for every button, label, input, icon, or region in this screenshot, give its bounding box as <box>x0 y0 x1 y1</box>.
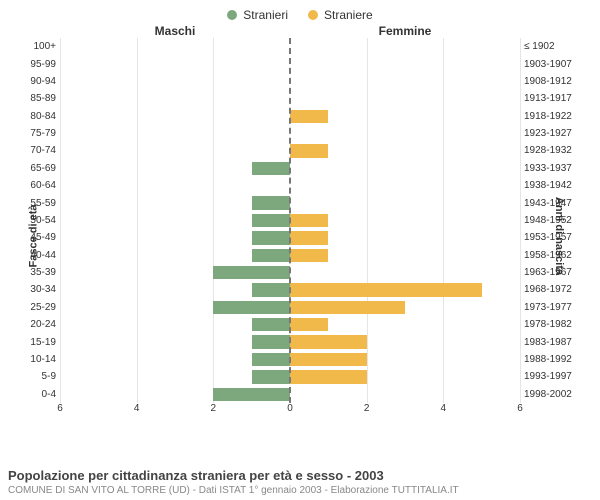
birth-label: 1983-1987 <box>524 337 586 348</box>
age-label: 100+ <box>12 41 56 52</box>
age-label: 25-29 <box>12 302 56 313</box>
male-bar <box>252 214 290 227</box>
birth-label: 1938-1942 <box>524 180 586 191</box>
male-bar <box>252 162 290 175</box>
female-bar <box>290 370 367 383</box>
birth-label: 1968-1972 <box>524 284 586 295</box>
legend-label: Straniere <box>324 8 373 22</box>
birth-label: 1998-2002 <box>524 389 586 400</box>
male-bar <box>213 301 290 314</box>
legend-label: Stranieri <box>243 8 288 22</box>
birth-label: 1953-1957 <box>524 232 586 243</box>
birth-label: 1923-1927 <box>524 128 586 139</box>
x-tick: 2 <box>364 403 370 414</box>
age-label: 70-74 <box>12 145 56 156</box>
birth-label: 1903-1907 <box>524 59 586 70</box>
age-label: 65-69 <box>12 163 56 174</box>
age-label: 60-64 <box>12 180 56 191</box>
legend-item: Stranieri <box>227 8 288 22</box>
age-label: 90-94 <box>12 76 56 87</box>
x-axis: 6 4 2 0 2 4 6 <box>60 403 520 423</box>
age-label: 50-54 <box>12 215 56 226</box>
birth-label: 1943-1947 <box>524 198 586 209</box>
legend: Stranieri Straniere <box>0 0 600 24</box>
birth-label: 1928-1932 <box>524 145 586 156</box>
legend-swatch <box>308 10 318 20</box>
age-label: 40-44 <box>12 250 56 261</box>
male-bar <box>252 283 290 296</box>
male-bar <box>252 231 290 244</box>
header-left: Maschi <box>60 24 290 38</box>
birth-label: 1973-1977 <box>524 302 586 313</box>
age-label: 30-34 <box>12 284 56 295</box>
female-bar <box>290 144 328 157</box>
legend-item: Straniere <box>308 8 373 22</box>
birth-label: 1918-1922 <box>524 111 586 122</box>
age-label: 75-79 <box>12 128 56 139</box>
header-right: Femmine <box>290 24 520 38</box>
male-bar <box>252 353 290 366</box>
female-bar <box>290 231 328 244</box>
female-bar <box>290 335 367 348</box>
birth-label: 1958-1962 <box>524 250 586 261</box>
age-label: 95-99 <box>12 59 56 70</box>
age-label: 10-14 <box>12 354 56 365</box>
birth-label: 1978-1982 <box>524 319 586 330</box>
male-bar <box>213 266 290 279</box>
x-tick: 4 <box>134 403 140 414</box>
birth-label: 1913-1917 <box>524 93 586 104</box>
age-label: 45-49 <box>12 232 56 243</box>
birth-label: 1988-1992 <box>524 354 586 365</box>
x-tick: 4 <box>441 403 447 414</box>
female-bar <box>290 283 482 296</box>
age-label: 20-24 <box>12 319 56 330</box>
x-tick: 2 <box>211 403 217 414</box>
birth-label: 1948-1952 <box>524 215 586 226</box>
birth-label: 1963-1967 <box>524 267 586 278</box>
male-bar <box>252 335 290 348</box>
birth-label: 1993-1997 <box>524 371 586 382</box>
birth-label: 1933-1937 <box>524 163 586 174</box>
male-bar <box>252 318 290 331</box>
female-bar <box>290 249 328 262</box>
center-divider <box>289 38 291 403</box>
female-bar <box>290 110 328 123</box>
x-tick: 6 <box>57 403 63 414</box>
chart-footer: Popolazione per cittadinanza straniera p… <box>8 468 459 496</box>
pyramid-chart: Fasce di età Anni di nascita 100+≤ 19029… <box>0 38 600 433</box>
female-bar <box>290 318 328 331</box>
birth-label: ≤ 1902 <box>524 41 586 52</box>
x-tick: 0 <box>287 403 293 414</box>
male-bar <box>252 249 290 262</box>
birth-label: 1908-1912 <box>524 76 586 87</box>
male-bar <box>252 196 290 209</box>
female-bar <box>290 301 405 314</box>
plot-area: 100+≤ 190295-991903-190790-941908-191285… <box>60 38 520 403</box>
age-label: 55-59 <box>12 198 56 209</box>
age-label: 85-89 <box>12 93 56 104</box>
age-label: 15-19 <box>12 337 56 348</box>
female-bar <box>290 214 328 227</box>
age-label: 80-84 <box>12 111 56 122</box>
legend-swatch <box>227 10 237 20</box>
column-headers: Maschi Femmine <box>0 24 600 38</box>
female-bar <box>290 353 367 366</box>
male-bar <box>213 388 290 401</box>
x-tick: 6 <box>517 403 523 414</box>
chart-subtitle: COMUNE DI SAN VITO AL TORRE (UD) - Dati … <box>8 485 459 496</box>
chart-title: Popolazione per cittadinanza straniera p… <box>8 468 459 483</box>
male-bar <box>252 370 290 383</box>
age-label: 5-9 <box>12 371 56 382</box>
age-label: 0-4 <box>12 389 56 400</box>
age-label: 35-39 <box>12 267 56 278</box>
